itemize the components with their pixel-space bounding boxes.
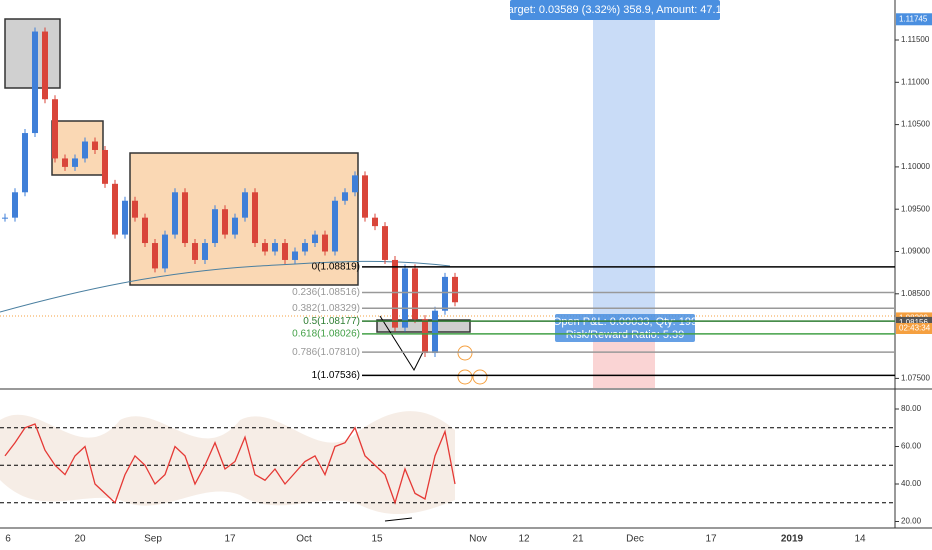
candle xyxy=(442,276,448,311)
candle xyxy=(122,200,128,235)
price-tick-label: 1.07500 xyxy=(901,374,930,383)
time-label: Nov xyxy=(469,534,487,545)
pnl-label: Open P&L: 0.00033, Qty: 199 xyxy=(553,316,697,328)
candle xyxy=(402,268,408,328)
price-tick-label: 1.09000 xyxy=(901,247,930,256)
candle xyxy=(382,226,388,260)
countdown-box xyxy=(896,323,932,334)
fib-label: 0.5(1.08177) xyxy=(303,316,360,327)
candle xyxy=(242,192,248,218)
fib-label: 0(1.08819) xyxy=(312,261,360,272)
rsi-tick-label: 40.00 xyxy=(901,479,922,488)
candle xyxy=(2,217,8,219)
candle xyxy=(22,133,28,193)
price-tick-label: 1.11000 xyxy=(901,77,930,86)
candle xyxy=(142,217,148,244)
price-tick-label: 1.09500 xyxy=(901,204,930,213)
candle xyxy=(152,243,158,269)
candle xyxy=(262,243,268,252)
price-tag-label: 1.11745 xyxy=(899,14,928,23)
candle xyxy=(452,276,458,303)
candle xyxy=(42,31,48,100)
target-zone xyxy=(593,19,655,320)
target-label-box xyxy=(510,0,720,20)
fib-label: 0.236(1.08516) xyxy=(292,287,360,298)
fib-label: 0.618(1.08026) xyxy=(292,329,360,340)
time-label: 21 xyxy=(572,534,584,545)
candle xyxy=(332,200,338,252)
time-label: 12 xyxy=(518,534,530,545)
fib-label: 0.786(1.07810) xyxy=(292,347,360,358)
rsi-tick-label: 20.00 xyxy=(901,517,922,526)
time-label: 14 xyxy=(854,534,866,545)
time-label: 2019 xyxy=(781,534,804,545)
candle xyxy=(292,251,298,260)
candle xyxy=(132,200,138,218)
candle xyxy=(182,192,188,244)
candle xyxy=(112,183,118,235)
candle xyxy=(392,259,398,328)
candle xyxy=(72,158,78,167)
event-icon[interactable] xyxy=(472,369,488,385)
candle xyxy=(222,209,228,235)
moving-average xyxy=(0,260,451,313)
candle xyxy=(52,99,58,159)
candle xyxy=(412,268,418,320)
candle xyxy=(352,175,358,193)
time-label: 6 xyxy=(5,534,11,545)
candle xyxy=(62,158,68,167)
rsi-pane xyxy=(0,423,895,505)
target-label: Target: 0.03589 (3.32%) 358.9, Amount: 4… xyxy=(502,4,728,16)
rsi-band xyxy=(0,411,455,515)
rsi-tick-label: 60.00 xyxy=(901,442,922,451)
candle xyxy=(302,243,308,252)
candle xyxy=(32,31,38,134)
candle xyxy=(372,217,378,227)
divergence-line xyxy=(384,517,413,522)
candle xyxy=(322,234,328,252)
candle xyxy=(232,217,238,235)
price-tick-label: 1.11500 xyxy=(901,35,930,44)
time-label: Sep xyxy=(144,534,162,545)
candle xyxy=(362,175,368,218)
price-tag-label: 1.08156 xyxy=(899,318,928,327)
rsi-tick-label: 80.00 xyxy=(901,404,922,413)
countdown: 02:43:34 xyxy=(899,324,931,333)
price-tick-label: 1.10500 xyxy=(901,120,930,129)
candle xyxy=(202,243,208,260)
candle xyxy=(192,243,198,260)
candle xyxy=(282,243,288,260)
time-label: 17 xyxy=(224,534,236,545)
candle xyxy=(162,234,168,269)
price-tick-label: 1.08500 xyxy=(901,289,930,298)
candle xyxy=(272,243,278,252)
time-label: Dec xyxy=(626,534,644,545)
fib-label: 0.382(1.08329) xyxy=(292,303,360,314)
candle xyxy=(212,209,218,244)
time-label: Oct xyxy=(296,534,312,545)
candle xyxy=(342,192,348,201)
candle xyxy=(12,192,18,218)
event-icon[interactable] xyxy=(457,369,473,385)
price-tick-label: 1.10000 xyxy=(901,162,930,171)
candle xyxy=(82,141,88,159)
price-tag xyxy=(896,13,932,26)
rsi-line xyxy=(4,423,456,505)
ratio-label: Risk/Reward Ratio: 5.39 xyxy=(566,329,685,341)
candle xyxy=(312,234,318,244)
candle xyxy=(432,310,438,354)
event-icon[interactable] xyxy=(457,345,473,361)
time-label: 20 xyxy=(74,534,86,545)
candle xyxy=(102,149,108,184)
time-label: 17 xyxy=(705,534,717,545)
candle xyxy=(422,319,428,354)
candle xyxy=(92,141,98,150)
fib-label: 1(1.07536) xyxy=(312,370,360,381)
candle xyxy=(252,192,258,244)
candle xyxy=(172,192,178,235)
time-label: 15 xyxy=(371,534,383,545)
main-pane xyxy=(2,27,458,358)
